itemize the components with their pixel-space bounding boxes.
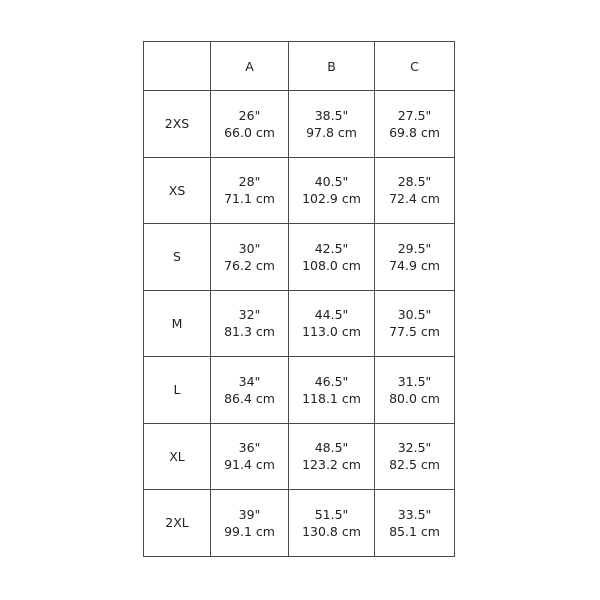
- measurement-inches: 33.5": [397, 506, 432, 522]
- measurement-cell: 31.5" 80.0 cm: [374, 356, 455, 424]
- header-row: A B C: [143, 41, 455, 91]
- measurement-inches: 44.5": [314, 307, 349, 323]
- measurement-cell: 46.5" 118.1 cm: [288, 356, 375, 424]
- measurement-inches: 27.5": [397, 107, 432, 123]
- measurement-centimeters: 118.1 cm: [302, 390, 361, 406]
- measurement-cell: 27.5" 69.8 cm: [374, 90, 455, 158]
- measurement-cell: 36" 91.4 cm: [210, 422, 289, 490]
- measurement-centimeters: 77.5 cm: [389, 324, 440, 340]
- measurement-centimeters: 86.4 cm: [224, 390, 275, 406]
- size-label: S: [143, 223, 211, 291]
- measurement-inches: 32": [238, 307, 261, 323]
- measurement-cell: 32" 81.3 cm: [210, 289, 289, 357]
- table-row: 2XL 39" 99.1 cm 51.5" 130.8 cm 33.5" 85.1 cm: [143, 489, 455, 557]
- measurement-inches: 32.5": [397, 440, 432, 456]
- measurement-cell: 28" 71.1 cm: [210, 156, 289, 224]
- measurement-centimeters: 102.9 cm: [302, 191, 361, 207]
- measurement-inches: 29.5": [397, 240, 432, 256]
- measurement-centimeters: 76.2 cm: [224, 257, 275, 273]
- measurement-centimeters: 123.2 cm: [302, 457, 361, 473]
- measurement-centimeters: 130.8 cm: [302, 523, 361, 539]
- size-label: XL: [143, 422, 211, 490]
- table-row: M 32" 81.3 cm 44.5" 113.0 cm 30.5" 77.5 cm: [143, 289, 455, 357]
- measurement-inches: 46.5": [314, 373, 349, 389]
- measurement-cell: 29.5" 74.9 cm: [374, 223, 455, 291]
- measurement-centimeters: 97.8 cm: [306, 124, 357, 140]
- measurement-centimeters: 80.0 cm: [389, 390, 440, 406]
- header-cell: C: [374, 41, 455, 91]
- measurement-centimeters: 69.8 cm: [389, 124, 440, 140]
- measurement-inches: 48.5": [314, 440, 349, 456]
- measurement-cell: 28.5" 72.4 cm: [374, 156, 455, 224]
- measurement-inches: 39": [238, 506, 261, 522]
- measurement-cell: 33.5" 85.1 cm: [374, 489, 455, 557]
- measurement-centimeters: 72.4 cm: [389, 191, 440, 207]
- measurement-centimeters: 81.3 cm: [224, 324, 275, 340]
- size-label: 2XL: [143, 489, 211, 557]
- table-row: 2XS 26" 66.0 cm 38.5" 97.8 cm 27.5" 69.8 cm: [143, 90, 455, 158]
- measurement-cell: 34" 86.4 cm: [210, 356, 289, 424]
- measurement-cell: 26" 66.0 cm: [210, 90, 289, 158]
- measurement-cell: 44.5" 113.0 cm: [288, 289, 375, 357]
- measurement-centimeters: 71.1 cm: [224, 191, 275, 207]
- size-label: XS: [143, 156, 211, 224]
- header-cell: [143, 41, 211, 91]
- header-cell: A: [210, 41, 289, 91]
- measurement-centimeters: 108.0 cm: [302, 257, 361, 273]
- measurement-centimeters: 91.4 cm: [224, 457, 275, 473]
- measurement-cell: 40.5" 102.9 cm: [288, 156, 375, 224]
- measurement-inches: 28": [238, 174, 261, 190]
- measurement-centimeters: 99.1 cm: [224, 523, 275, 539]
- table-row: XL 36" 91.4 cm 48.5" 123.2 cm 32.5" 82.5 cm: [143, 422, 455, 490]
- measurement-cell: 32.5" 82.5 cm: [374, 422, 455, 490]
- table-row: XS 28" 71.1 cm 40.5" 102.9 cm 28.5" 72.4 cm: [143, 156, 455, 224]
- measurement-cell: 51.5" 130.8 cm: [288, 489, 375, 557]
- size-chart-table: A B C 2XS 26" 66.0 cm 38.5" 97.8 cm 27.5" 69.8…: [143, 41, 455, 557]
- measurement-inches: 31.5": [397, 373, 432, 389]
- measurement-centimeters: 82.5 cm: [389, 457, 440, 473]
- measurement-inches: 34": [238, 373, 261, 389]
- measurement-inches: 36": [238, 440, 261, 456]
- measurement-inches: 30": [238, 240, 261, 256]
- table-row: L 34" 86.4 cm 46.5" 118.1 cm 31.5" 80.0 cm: [143, 356, 455, 424]
- measurement-centimeters: 113.0 cm: [302, 324, 361, 340]
- table-row: S 30" 76.2 cm 42.5" 108.0 cm 29.5" 74.9 cm: [143, 223, 455, 291]
- measurement-cell: 30" 76.2 cm: [210, 223, 289, 291]
- measurement-centimeters: 85.1 cm: [389, 523, 440, 539]
- measurement-cell: 39" 99.1 cm: [210, 489, 289, 557]
- measurement-inches: 30.5": [397, 307, 432, 323]
- measurement-inches: 51.5": [314, 506, 349, 522]
- measurement-inches: 38.5": [314, 107, 349, 123]
- size-label: L: [143, 356, 211, 424]
- measurement-cell: 38.5" 97.8 cm: [288, 90, 375, 158]
- measurement-centimeters: 66.0 cm: [224, 124, 275, 140]
- measurement-inches: 26": [238, 107, 261, 123]
- size-label: M: [143, 289, 211, 357]
- measurement-inches: 28.5": [397, 174, 432, 190]
- measurement-centimeters: 74.9 cm: [389, 257, 440, 273]
- measurement-inches: 42.5": [314, 240, 349, 256]
- measurement-inches: 40.5": [314, 174, 349, 190]
- measurement-cell: 30.5" 77.5 cm: [374, 289, 455, 357]
- header-cell: B: [288, 41, 375, 91]
- size-label: 2XS: [143, 90, 211, 158]
- measurement-cell: 42.5" 108.0 cm: [288, 223, 375, 291]
- measurement-cell: 48.5" 123.2 cm: [288, 422, 375, 490]
